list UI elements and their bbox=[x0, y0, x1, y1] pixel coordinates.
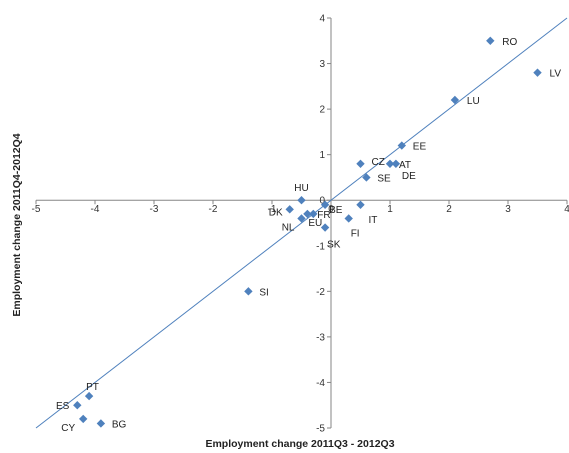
data-point-bg bbox=[96, 419, 106, 428]
point-label-si: SI bbox=[259, 287, 268, 298]
data-point-lu bbox=[450, 95, 460, 105]
point-label-cz: CZ bbox=[372, 157, 385, 168]
point-label-ro: RO bbox=[502, 37, 517, 48]
y-tick-label: -1 bbox=[316, 241, 325, 252]
x-tick-label: 4 bbox=[564, 204, 569, 215]
data-point-de bbox=[391, 159, 401, 168]
data-point-nl bbox=[297, 214, 306, 223]
point-label-cy: CY bbox=[61, 423, 75, 434]
x-axis-title: Employment change 2011Q3 - 2012Q3 bbox=[205, 438, 394, 450]
data-point-fr bbox=[309, 209, 318, 219]
x-tick-label: -1 bbox=[268, 204, 277, 215]
data-point-dk bbox=[285, 205, 294, 214]
data-point-cy bbox=[79, 414, 88, 424]
y-tick-label: -3 bbox=[316, 332, 325, 343]
point-label-fr: FR bbox=[317, 210, 330, 221]
y-tick-label: -4 bbox=[316, 378, 325, 389]
x-tick-label: 3 bbox=[505, 204, 511, 215]
y-tick-label: 4 bbox=[319, 14, 325, 25]
point-label-lv: LV bbox=[550, 69, 562, 80]
data-point-es bbox=[73, 401, 82, 410]
y-tick-label: -2 bbox=[316, 287, 325, 298]
point-label-eu: EU bbox=[308, 218, 322, 229]
point-label-sk: SK bbox=[327, 240, 341, 251]
point-label-be: BE bbox=[329, 205, 343, 216]
x-tick-label: 2 bbox=[446, 204, 452, 215]
data-point-it bbox=[356, 200, 365, 209]
x-tick-label: 1 bbox=[387, 204, 393, 215]
x-tick-label: -2 bbox=[209, 204, 218, 215]
data-point-be bbox=[320, 200, 330, 209]
data-point-pt bbox=[84, 391, 94, 401]
data-point-fi bbox=[344, 214, 353, 223]
trendline bbox=[35, 17, 568, 429]
y-tick-label: 1 bbox=[319, 150, 325, 161]
y-tick-label: 3 bbox=[319, 59, 325, 70]
data-point-hu bbox=[297, 196, 306, 205]
data-point-ee bbox=[397, 141, 406, 150]
point-label-pt: PT bbox=[86, 382, 99, 393]
point-label-bg: BG bbox=[112, 419, 127, 430]
data-point-cz bbox=[356, 159, 365, 168]
y-axis-title: Employment change 2011Q4-2012Q4 bbox=[11, 133, 23, 316]
data-point-at bbox=[385, 159, 395, 168]
trendline-group bbox=[35, 17, 568, 429]
point-label-nl: NL bbox=[282, 222, 295, 233]
x-tick-label: 0 bbox=[328, 204, 334, 215]
data-point-lv bbox=[533, 68, 542, 77]
axes: -5 -4 -3 -2 -1 0 1 2 3 4 -5 -4 -3 -2 -1 0 1 2 3 4 bbox=[32, 14, 569, 435]
point-label-it: IT bbox=[369, 215, 378, 226]
data-points bbox=[73, 36, 542, 428]
point-label-es: ES bbox=[56, 401, 70, 412]
point-label-hu: HU bbox=[294, 183, 308, 194]
y-tick-label: -5 bbox=[316, 424, 325, 435]
point-label-se: SE bbox=[377, 173, 391, 184]
point-label-lu: LU bbox=[467, 96, 480, 107]
data-point-se bbox=[362, 173, 371, 182]
point-label-de: DE bbox=[402, 171, 416, 182]
data-point-si bbox=[244, 287, 253, 296]
x-tick-label: -4 bbox=[91, 204, 100, 215]
y-tick-label: 0 bbox=[319, 196, 325, 207]
data-point-sk bbox=[320, 223, 330, 232]
y-tick-label: 2 bbox=[319, 105, 325, 116]
point-label-ee: EE bbox=[413, 142, 427, 153]
point-label-fi: FI bbox=[351, 228, 360, 239]
data-point-ro bbox=[486, 36, 495, 45]
point-label-at: AT bbox=[399, 160, 411, 171]
data-point-eu bbox=[303, 209, 312, 219]
x-tick-label: -3 bbox=[150, 204, 159, 215]
x-tick-label: -5 bbox=[32, 204, 41, 215]
point-label-dk: DK bbox=[269, 207, 283, 218]
